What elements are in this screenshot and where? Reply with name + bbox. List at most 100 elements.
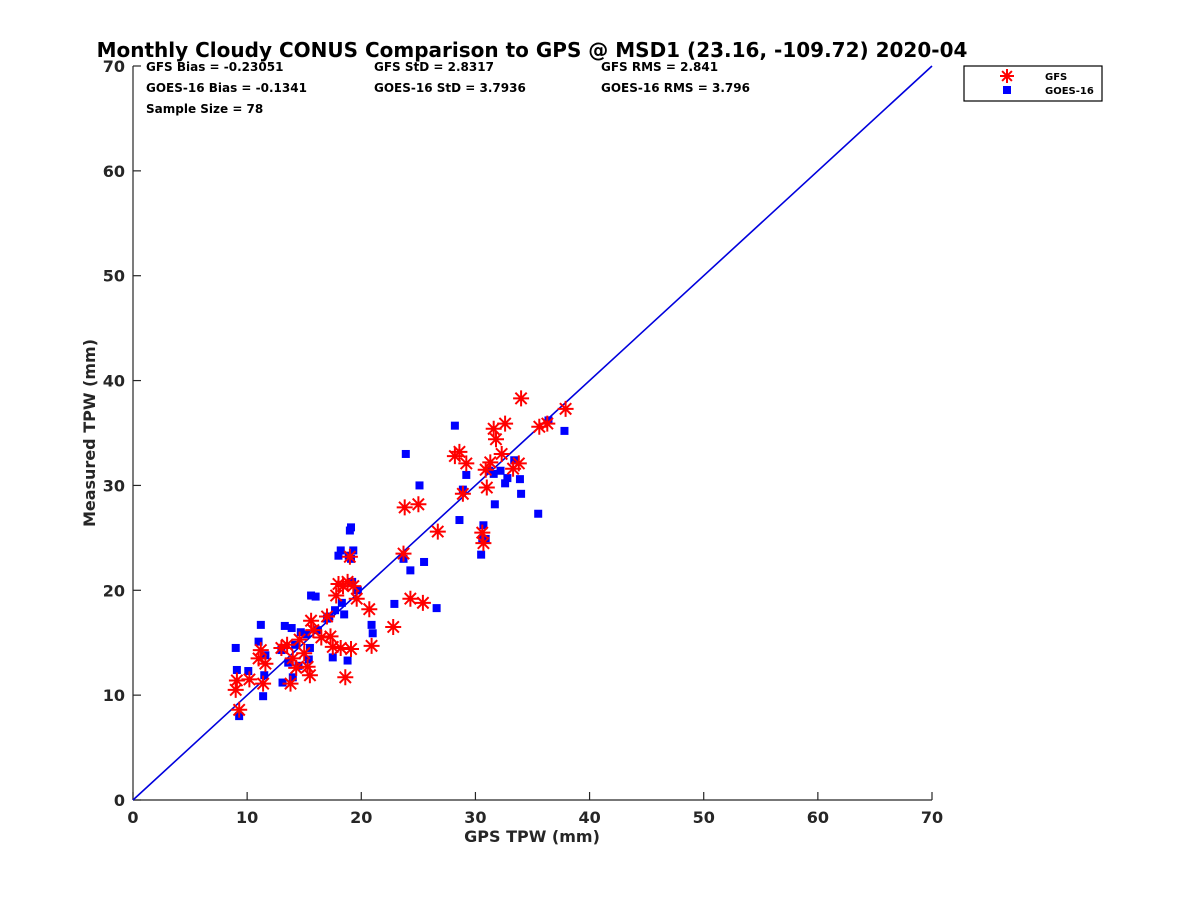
y-tick-label: 0 [114, 791, 125, 810]
x-tick-label: 40 [578, 808, 600, 827]
data-point-asterisk [364, 638, 380, 654]
y-tick-label: 60 [103, 162, 125, 181]
data-point-asterisk [342, 549, 358, 565]
data-point-asterisk [396, 546, 412, 562]
data-point-square [451, 422, 459, 430]
data-point-asterisk [430, 524, 446, 540]
data-point-square [347, 523, 355, 531]
data-point-asterisk [415, 595, 431, 611]
data-point-asterisk [410, 496, 426, 512]
data-point-asterisk [319, 609, 335, 625]
y-axis-label: Measured TPW (mm) [80, 339, 99, 527]
data-point-asterisk [257, 656, 273, 672]
y-tick-label: 10 [103, 686, 125, 705]
data-point-square [288, 624, 296, 632]
data-point-square [260, 671, 268, 679]
x-tick-label: 50 [693, 808, 715, 827]
data-point-square [232, 644, 240, 652]
data-point-square [368, 621, 376, 629]
data-point-square [491, 500, 499, 508]
data-point-asterisk [241, 671, 257, 687]
data-point-square [516, 475, 524, 483]
data-point-asterisk [539, 416, 555, 432]
data-point-square [312, 593, 320, 601]
stat-text: GOES-16 RMS = 3.796 [601, 81, 750, 95]
y-tick-label: 20 [103, 581, 125, 600]
data-point-square [344, 657, 352, 665]
x-axis-label: GPS TPW (mm) [464, 827, 600, 846]
stat-text: GOES-16 StD = 3.7936 [374, 81, 526, 95]
data-point-square [257, 621, 265, 629]
data-point-asterisk [402, 591, 418, 607]
data-point-square [331, 606, 339, 614]
x-tick-label: 0 [127, 808, 138, 827]
legend: GFS GOES-16 [964, 66, 1102, 101]
data-point-asterisk [482, 454, 498, 470]
x-tick-label: 20 [350, 808, 372, 827]
data-point-asterisk [343, 641, 359, 657]
data-point-square [462, 471, 470, 479]
data-point-asterisk [558, 401, 574, 417]
stat-text: GFS RMS = 2.841 [601, 60, 718, 74]
data-point-asterisk [255, 676, 271, 692]
one-to-one-line [133, 66, 932, 800]
data-point-asterisk [292, 632, 308, 648]
chart-canvas: Monthly Cloudy CONUS Comparison to GPS @… [0, 0, 1200, 900]
stat-text: GFS Bias = -0.23051 [146, 60, 283, 74]
y-tick-label: 30 [103, 476, 125, 495]
stat-text: Sample Size = 78 [146, 102, 263, 116]
data-point-square [402, 450, 410, 458]
stat-text: GOES-16 Bias = -0.1341 [146, 81, 307, 95]
data-point-square [503, 474, 511, 482]
data-point-asterisk [349, 591, 365, 607]
data-point-asterisk [458, 455, 474, 471]
legend-label: GOES-16 [1045, 86, 1094, 97]
y-tick-label: 70 [103, 57, 125, 76]
data-point-asterisk [345, 578, 361, 594]
data-point-square [497, 467, 505, 475]
data-point-asterisk [253, 642, 269, 658]
data-point-asterisk [229, 673, 245, 689]
data-point-square [560, 427, 568, 435]
x-tick-label: 60 [807, 808, 829, 827]
data-point-asterisk [455, 486, 471, 502]
data-point-asterisk [231, 702, 247, 718]
data-point-asterisk [494, 446, 510, 462]
x-tick-label: 70 [921, 808, 943, 827]
data-point-asterisk [397, 499, 413, 515]
data-point-asterisk [511, 455, 527, 471]
data-point-asterisk [451, 444, 467, 460]
data-point-asterisk [361, 601, 377, 617]
stats-annotation: GFS Bias = -0.23051 GFS StD = 2.8317 GFS R… [146, 60, 750, 116]
data-point-asterisk [296, 645, 312, 661]
series-gfs [228, 390, 574, 717]
data-point-square [390, 600, 398, 608]
data-point-square [477, 551, 485, 559]
data-point-asterisk [283, 676, 299, 692]
data-point-asterisk [328, 588, 344, 604]
data-point-square [534, 510, 542, 518]
data-point-square [420, 558, 428, 566]
data-point-asterisk [385, 619, 401, 635]
data-point-asterisk [513, 390, 529, 406]
data-point-square [337, 546, 345, 554]
data-point-square [244, 667, 252, 675]
data-point-asterisk [337, 669, 353, 685]
data-point-asterisk [497, 416, 513, 432]
data-point-square [415, 481, 423, 489]
data-point-square [455, 516, 463, 524]
x-tick-label: 30 [464, 808, 486, 827]
data-point-square [369, 629, 377, 637]
legend-marker-asterisk [1000, 69, 1014, 83]
legend-label: GFS [1045, 72, 1067, 83]
data-point-square [517, 490, 525, 498]
data-point-square [281, 622, 289, 630]
scatter-figure: Monthly Cloudy CONUS Comparison to GPS @… [0, 0, 1200, 900]
legend-marker-square [1003, 86, 1011, 94]
data-point-asterisk [479, 480, 495, 496]
data-point-asterisk [488, 431, 504, 447]
plot-area: 0 10 20 30 40 50 60 70010203040506070 [103, 57, 943, 827]
data-point-square [406, 566, 414, 574]
data-point-asterisk [302, 667, 318, 683]
data-point-square [433, 604, 441, 612]
